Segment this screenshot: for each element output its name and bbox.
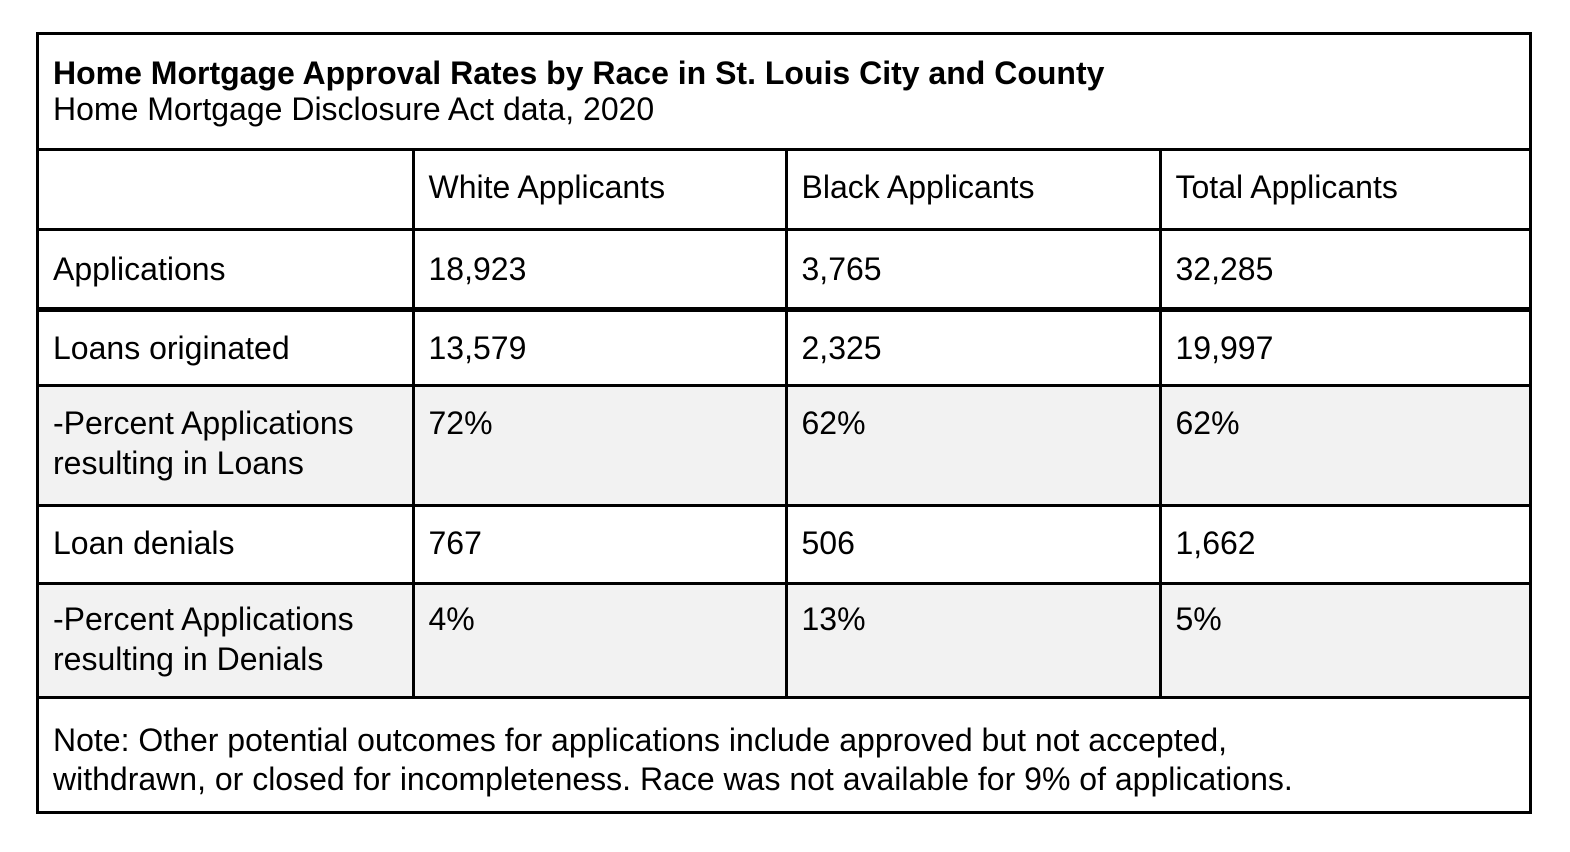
cell-value: 62%	[786, 385, 1162, 507]
header-total-applicants: Total Applicants	[1160, 151, 1529, 231]
cell-value: 13%	[786, 583, 1162, 699]
cell-value: 506	[786, 505, 1162, 585]
cell-value: 18,923	[411, 229, 788, 312]
table-row: -Percent Applications resulting in Denia…	[39, 583, 1529, 699]
cell-value: 767	[413, 505, 788, 585]
table-title: Home Mortgage Approval Rates by Race in …	[53, 55, 1105, 91]
table-row: Applications 18,923 3,765 32,285	[39, 229, 1529, 312]
header-row: White Applicants Black Applicants Total …	[39, 151, 1529, 231]
row-label-line: -Percent Applications	[53, 600, 354, 637]
cell-value: 62%	[1160, 385, 1529, 507]
note-line: withdrawn, or closed for incompleteness.…	[53, 761, 1293, 797]
title-block: Home Mortgage Approval Rates by Race in …	[39, 35, 1529, 151]
cell-value: 72%	[413, 385, 788, 507]
cell-value: 5%	[1160, 583, 1529, 699]
row-label: Loans originated	[39, 309, 415, 387]
cell-value: 2,325	[786, 309, 1162, 387]
note-line: Note: Other potential outcomes for appli…	[53, 722, 1228, 758]
row-label: -Percent Applications resulting in Loans	[39, 385, 415, 507]
row-label: -Percent Applications resulting in Denia…	[39, 583, 415, 699]
row-label: Applications	[39, 229, 415, 312]
table-frame: Home Mortgage Approval Rates by Race in …	[36, 32, 1532, 814]
data-table: White Applicants Black Applicants Total …	[39, 151, 1529, 699]
header-corner-cell	[39, 151, 415, 231]
cell-value: 32,285	[1160, 229, 1529, 312]
table-row: -Percent Applications resulting in Loans…	[39, 385, 1529, 507]
header-black-applicants: Black Applicants	[786, 151, 1162, 231]
header-white-applicants: White Applicants	[413, 151, 788, 231]
cell-value: 4%	[413, 583, 788, 699]
cell-value: 3,765	[784, 229, 1162, 312]
table-subtitle: Home Mortgage Disclosure Act data, 2020	[53, 91, 655, 127]
table-note: Note: Other potential outcomes for appli…	[53, 721, 1513, 799]
row-label-line: resulting in Denials	[53, 640, 324, 677]
cell-value: 1,662	[1160, 505, 1529, 585]
row-label-line: resulting in Loans	[53, 444, 304, 481]
table-row: Loans originated 13,579 2,325 19,997	[39, 309, 1529, 387]
row-label-line: -Percent Applications	[53, 404, 354, 441]
cell-value: 13,579	[413, 309, 788, 387]
cell-value: 19,997	[1160, 309, 1529, 387]
row-label: Loan denials	[39, 505, 415, 585]
table-row: Loan denials 767 506 1,662	[39, 505, 1529, 585]
